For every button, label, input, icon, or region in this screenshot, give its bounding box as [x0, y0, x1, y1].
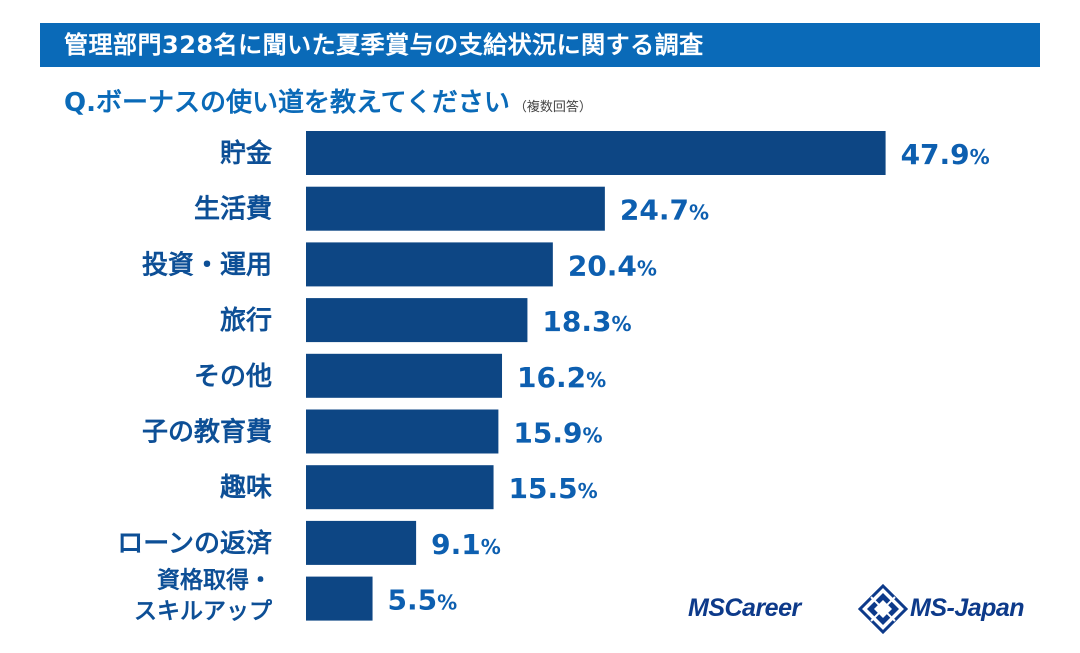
- value-label: 24.7%: [620, 194, 709, 227]
- value-label: 9.1%: [431, 528, 501, 561]
- category-label: 資格取得・スキルアップ: [134, 567, 273, 625]
- bar-7: [306, 465, 494, 510]
- value-label: 47.9%: [901, 138, 990, 171]
- bar-9: [306, 576, 373, 621]
- category-label: 旅行: [220, 305, 272, 336]
- bar-4: [306, 298, 528, 343]
- value-label: 20.4%: [568, 249, 657, 282]
- category-label: 貯金: [220, 138, 273, 169]
- category-label: その他: [194, 362, 272, 392]
- question-text: Q.ボーナスの使い道を教えてください: [64, 88, 510, 118]
- value-label: 5.5%: [388, 584, 458, 617]
- category-label: 投資・運用: [142, 250, 272, 280]
- category-label: 趣味: [219, 473, 272, 503]
- value-label: 15.9%: [513, 417, 602, 450]
- page-title: 管理部門328名に聞いた夏季賞与の支給状況に関する調査: [64, 31, 704, 59]
- value-label: 15.5%: [509, 472, 598, 505]
- question-heading: Q.ボーナスの使い道を教えてください （複数回答）: [64, 83, 592, 123]
- bar-1: [306, 131, 886, 175]
- question-note: （複数回答）: [513, 100, 592, 115]
- title-banner: 管理部門328名に聞いた夏季賞与の支給状況に関する調査: [40, 23, 1040, 67]
- bar-5: [306, 353, 503, 398]
- value-label: 16.2%: [517, 361, 606, 394]
- bar-3: [306, 242, 553, 287]
- msjapan-emblem-icon: [858, 584, 908, 634]
- category-label: 生活費: [194, 195, 272, 225]
- bar-8: [306, 520, 417, 565]
- mscareer-logo: MSCareer: [688, 594, 801, 622]
- bar-2: [306, 186, 605, 231]
- category-label: 子の教育費: [142, 417, 272, 448]
- bar-6: [306, 409, 499, 454]
- value-label: 18.3%: [542, 305, 631, 338]
- category-label: ローンの返済: [117, 528, 273, 559]
- msjapan-logo-text: MS-Japan: [910, 594, 1025, 622]
